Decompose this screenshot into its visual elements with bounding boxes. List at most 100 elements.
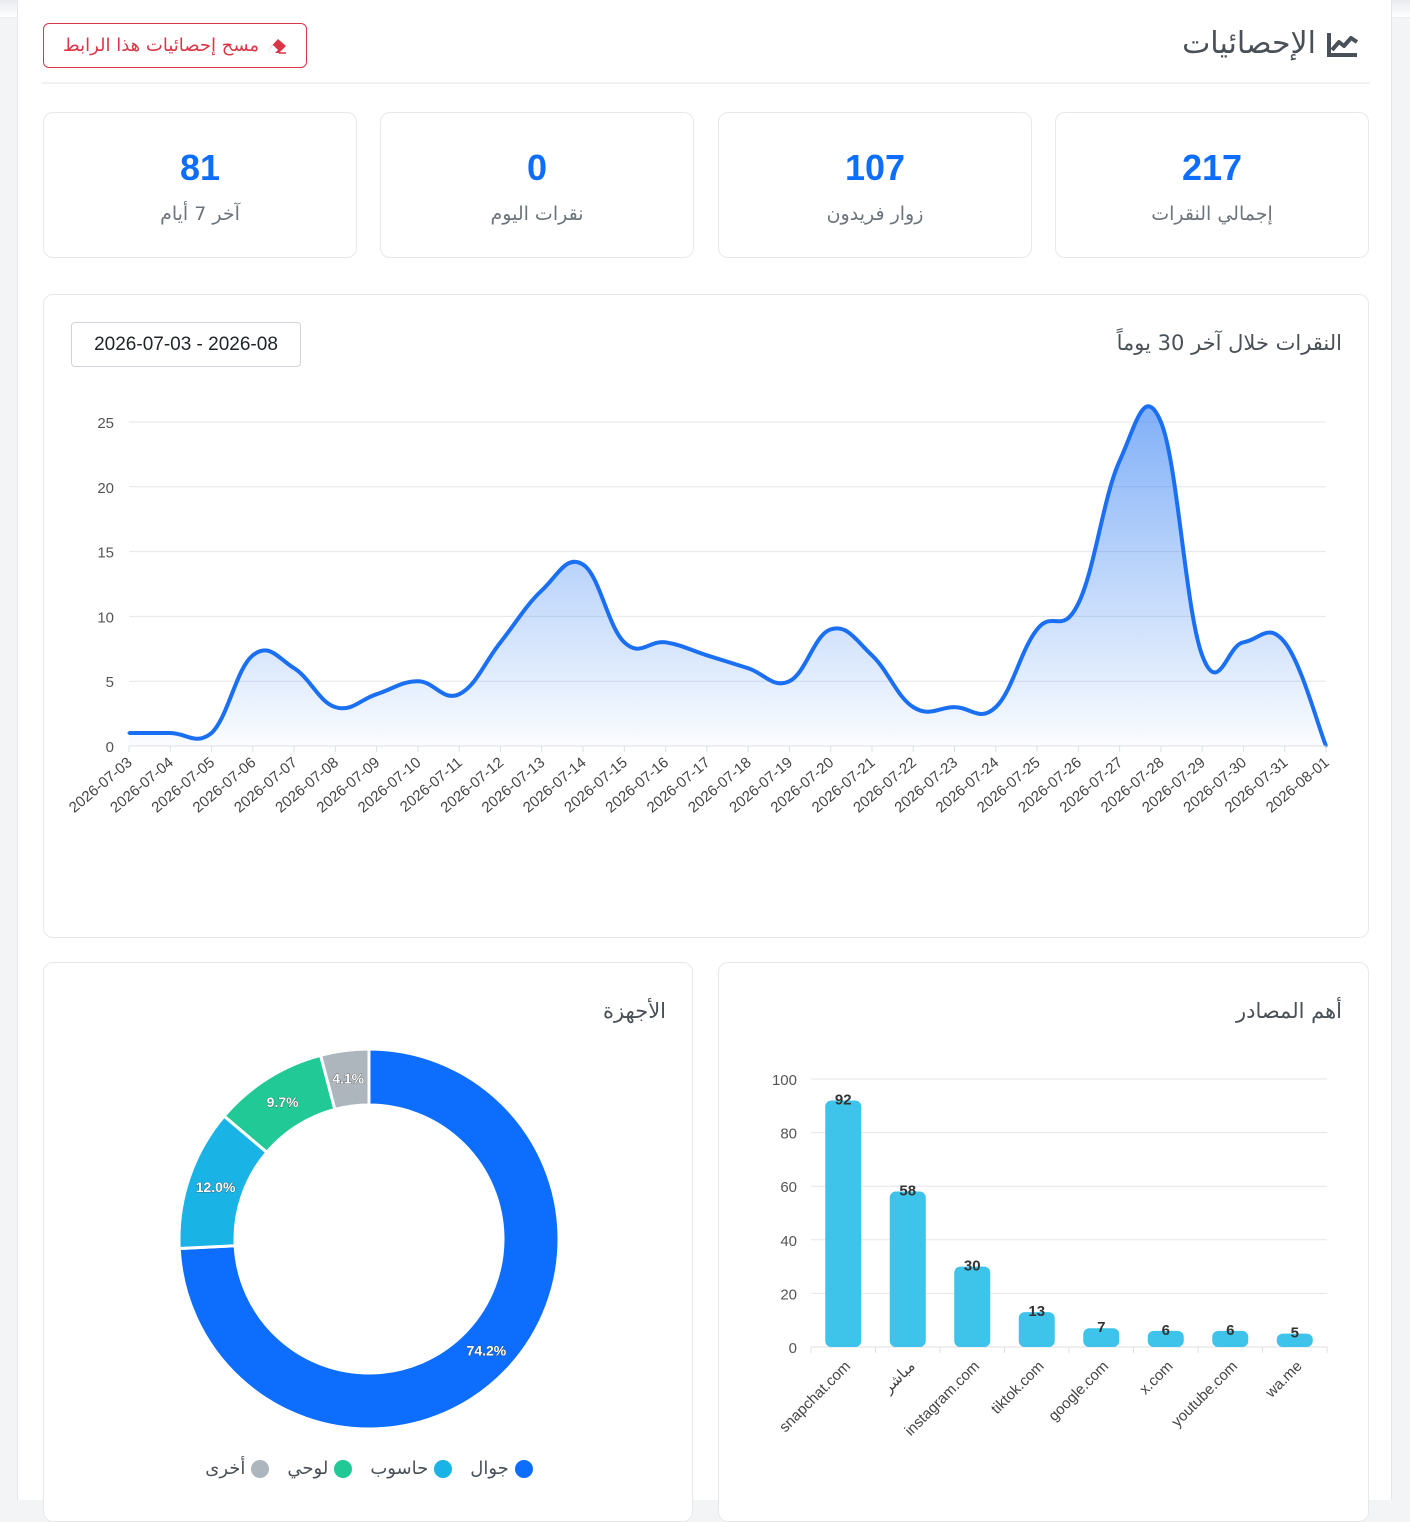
devices-title: الأجهزة	[602, 999, 666, 1023]
devices-legend: جوال حاسوب لوحي أخرى	[44, 1458, 694, 1479]
data-point	[581, 563, 585, 567]
slice-value-label: 4.1%	[332, 1070, 364, 1086]
stat-card-today-clicks: 0 نقرات اليوم	[380, 112, 694, 258]
stat-value: 107	[844, 147, 906, 188]
page-title: الإحصائيات	[1182, 26, 1360, 61]
legend-swatch	[334, 1459, 353, 1478]
legend-item-tablet[interactable]: لوحي	[287, 1458, 353, 1479]
slice-value-label: 9.7%	[267, 1094, 299, 1110]
bar	[1212, 1330, 1249, 1347]
stat-card-total-clicks: 217 إجمالي النقرات	[1055, 112, 1369, 258]
bar-value-label: 6	[1162, 1322, 1170, 1339]
y-tick-label: 15	[97, 545, 114, 562]
y-tick-label: 5	[106, 674, 114, 691]
data-point	[664, 640, 668, 644]
data-point	[994, 705, 998, 709]
slice-value-label: 12.0%	[196, 1179, 236, 1195]
data-point	[292, 666, 296, 670]
statistics-header: الإحصائيات مسح إحصائيات هذا الرابط	[42, 22, 1370, 84]
devices-doughnut-chart: 74.2% 12.0% 9.7% 4.1%	[177, 1047, 561, 1431]
bar-value-label: 5	[1291, 1325, 1299, 1342]
bar-value-label: 58	[899, 1183, 916, 1200]
bar	[1276, 1333, 1313, 1347]
y-tick-label: 40	[780, 1233, 797, 1250]
x-tick-label: google.com	[1045, 1358, 1112, 1425]
y-tick-label: 10	[97, 609, 114, 626]
x-tick-label: youtube.com	[1168, 1358, 1241, 1431]
clicks-area-fill	[129, 406, 1326, 746]
sources-card: أهم المصادر 0 20 40 60 80 100 92 snapchat.com 58…	[718, 962, 1369, 1522]
data-point	[251, 653, 255, 657]
data-point	[705, 653, 709, 657]
legend-label: لوحي	[287, 1458, 329, 1479]
data-point	[375, 692, 379, 696]
stat-label: زوار فريدون	[826, 203, 924, 225]
bar	[1018, 1312, 1055, 1347]
data-point	[168, 731, 172, 735]
legend-label: أخرى	[205, 1458, 246, 1479]
stat-value: 81	[179, 147, 221, 188]
data-point	[127, 731, 131, 735]
stat-card-last-7-days: 81 آخر 7 أيام	[43, 112, 357, 258]
stat-label: آخر 7 أيام	[160, 203, 240, 225]
bar	[825, 1100, 862, 1347]
legend-label: حاسوب	[370, 1458, 429, 1479]
doughnut-slice	[318, 1047, 371, 1112]
y-tick-label: 25	[97, 415, 114, 432]
data-point	[622, 640, 626, 644]
legend-item-desktop[interactable]: حاسوب	[370, 1458, 453, 1479]
date-range-input[interactable]: 2026-07-03 - 2026-08	[71, 322, 301, 367]
clear-stats-button[interactable]: مسح إحصائيات هذا الرابط	[43, 23, 307, 68]
y-tick-label: 20	[97, 480, 114, 497]
stat-card-unique-visitors: 107 زوار فريدون	[718, 112, 1032, 258]
y-tick-label: 80	[780, 1126, 797, 1143]
stat-value: 0	[526, 147, 548, 188]
doughnut-slice	[177, 1047, 561, 1431]
legend-label: جوال	[470, 1458, 509, 1479]
legend-swatch	[514, 1459, 533, 1478]
data-point	[1159, 420, 1163, 424]
clicks-chart-card: النقرات خلال آخر 30 يوماً 2026-07-03 - 2…	[43, 294, 1369, 938]
data-point	[787, 679, 791, 683]
bar	[1147, 1330, 1184, 1347]
data-point	[333, 705, 337, 709]
data-point	[416, 679, 420, 683]
bar	[954, 1266, 991, 1347]
data-point	[746, 666, 750, 670]
data-point	[1035, 627, 1039, 631]
bar	[1083, 1328, 1120, 1347]
data-point	[540, 588, 544, 592]
legend-item-mobile[interactable]: جوال	[470, 1458, 533, 1479]
bar	[889, 1191, 926, 1347]
data-point	[1241, 640, 1245, 644]
data-point	[1283, 640, 1287, 644]
data-point	[498, 640, 502, 644]
y-tick-label: 0	[789, 1340, 797, 1357]
y-tick-label: 100	[772, 1072, 797, 1089]
chart-line-icon	[1327, 32, 1359, 57]
eraser-icon	[268, 38, 287, 54]
stat-value: 217	[1181, 147, 1243, 188]
clicks-chart-title: النقرات خلال آخر 30 يوماً	[1116, 331, 1342, 355]
x-tick-label: wa.me	[1262, 1358, 1306, 1402]
data-point	[210, 731, 214, 735]
data-point	[457, 692, 461, 696]
sources-bar-chart: 02040608010092snapchat.com58مباشر30insta…	[772, 1072, 1328, 1439]
bar-value-label: 30	[964, 1258, 981, 1275]
y-tick-label: 60	[780, 1179, 797, 1196]
x-tick-label: x.com	[1136, 1358, 1176, 1398]
clicks-line-chart: 05101520252026-07-032026-07-042026-07-05…	[66, 404, 1333, 816]
slice-value-label: 74.2%	[467, 1343, 507, 1359]
y-tick-label: 0	[106, 739, 114, 756]
bar-value-label: 7	[1097, 1319, 1105, 1336]
bar-value-label: 6	[1226, 1322, 1234, 1339]
legend-item-other[interactable]: أخرى	[205, 1458, 270, 1479]
legend-swatch	[251, 1459, 270, 1478]
bar-value-label: 92	[835, 1091, 852, 1108]
data-point	[829, 627, 833, 631]
stat-label: نقرات اليوم	[490, 203, 584, 225]
legend-swatch	[434, 1459, 453, 1478]
sources-title: أهم المصادر	[1235, 999, 1342, 1023]
data-point	[1118, 459, 1122, 463]
x-tick-label: tiktok.com	[988, 1358, 1048, 1418]
